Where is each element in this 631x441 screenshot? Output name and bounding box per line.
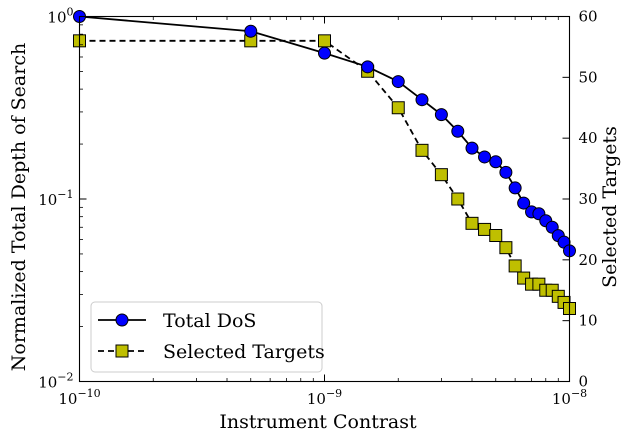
data-point-total-dos <box>244 24 258 38</box>
data-point-selected-targets <box>415 143 429 157</box>
axes-layer: 10−10 10−9 10−8 100 10−1 10−2 0 10 20 30 40 50 60 <box>38 6 597 409</box>
x-tick-label: 10−9 <box>307 387 342 408</box>
y-right-tick-label: 60 <box>579 8 598 26</box>
y-left-tick-label: 10−1 <box>38 188 73 209</box>
x-tick-label: 10−10 <box>58 387 100 408</box>
data-point-total-dos <box>415 93 429 107</box>
data-point-total-dos <box>361 60 375 74</box>
y-right-tick-label: 0 <box>579 373 589 391</box>
legend-selected-targets-label: Selected Targets <box>163 341 325 363</box>
data-point-total-dos <box>499 165 513 179</box>
legend: Total DoS Selected Targets <box>90 301 325 373</box>
data-point-total-dos <box>465 141 479 155</box>
data-point-selected-targets <box>489 229 503 242</box>
series-total-dos <box>73 10 576 258</box>
data-point-total-dos <box>434 108 448 122</box>
data-point-selected-targets <box>451 192 465 206</box>
x-tick-label: 10−8 <box>552 387 587 408</box>
plot-series-layer <box>73 10 576 315</box>
data-point-selected-targets <box>499 241 513 255</box>
data-point-selected-targets <box>434 168 448 182</box>
y-right-tick-label: 50 <box>579 68 598 86</box>
data-point-selected-targets <box>465 216 479 230</box>
y-axis-right-label: Selected Targets <box>599 126 621 288</box>
data-point-selected-targets <box>478 222 492 236</box>
data-point-selected-targets <box>318 34 331 48</box>
y-right-tick-label: 30 <box>579 190 598 208</box>
data-point-total-dos <box>451 124 465 138</box>
data-point-selected-targets <box>391 101 405 115</box>
legend-total-dos-marker <box>115 313 129 327</box>
y-right-tick-label: 40 <box>579 129 598 147</box>
x-axis-label: Instrument Contrast <box>219 411 417 433</box>
data-point-total-dos <box>478 150 492 164</box>
y-left-tick-label: 10−2 <box>38 371 73 392</box>
series-line-selected-targets <box>79 39 571 310</box>
legend-selected-targets-marker <box>115 344 129 358</box>
y-axis-left-label: Normalized Total Depth of Search <box>8 43 30 371</box>
y-right-tick-label: 20 <box>579 251 598 269</box>
data-point-total-dos <box>517 196 531 210</box>
y-right-tick-label: 10 <box>579 312 598 330</box>
data-point-total-dos <box>391 75 405 89</box>
legend-box <box>90 301 323 373</box>
legend-total-dos-label: Total DoS <box>163 310 256 332</box>
series-selected-targets <box>73 34 576 315</box>
data-point-total-dos <box>318 46 331 60</box>
y-left-tick-label: 100 <box>47 6 73 27</box>
data-point-total-dos <box>508 181 522 195</box>
data-point-total-dos <box>489 155 503 169</box>
data-point-selected-targets <box>508 259 522 273</box>
